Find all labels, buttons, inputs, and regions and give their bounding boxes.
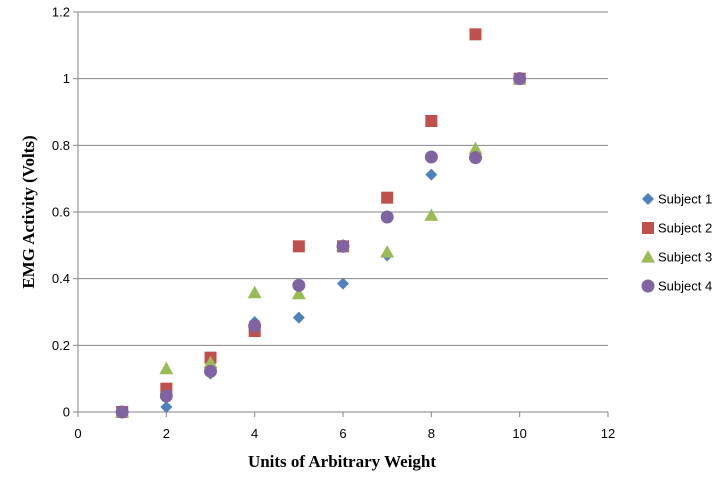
data-point xyxy=(247,285,262,299)
x-tick-label: 8 xyxy=(428,426,435,441)
x-axis-title: Units of Arbitrary Weight xyxy=(248,452,436,471)
x-tick-label: 4 xyxy=(251,426,258,441)
legend-item: Subject 3 xyxy=(641,250,712,265)
legend: Subject 1 Subject 2 Subject 3 Subject 4 xyxy=(641,192,712,294)
data-point xyxy=(381,191,394,204)
x-tick-label: 2 xyxy=(163,426,170,441)
data-point xyxy=(160,401,173,413)
y-tick-label: 1.2 xyxy=(52,5,70,20)
data-point xyxy=(380,210,394,224)
data-point xyxy=(292,278,306,292)
y-tick-label: 1 xyxy=(63,71,70,86)
data-point xyxy=(203,355,218,369)
data-point xyxy=(248,319,262,333)
data-point xyxy=(292,311,305,324)
data-point xyxy=(468,141,483,155)
legend-marker xyxy=(641,250,655,263)
x-tick-label: 0 xyxy=(74,426,81,441)
data-point xyxy=(159,361,174,375)
legend-marker xyxy=(642,193,654,205)
data-point xyxy=(115,405,129,419)
data-point xyxy=(204,364,217,378)
data-point xyxy=(292,240,305,253)
data-points xyxy=(115,28,527,419)
series-2 xyxy=(116,28,526,418)
data-point xyxy=(513,72,527,86)
data-point xyxy=(424,208,439,221)
x-tick-label: 12 xyxy=(601,426,615,441)
x-tick-label: 10 xyxy=(512,426,526,441)
series-1 xyxy=(116,72,526,418)
axes xyxy=(73,11,609,417)
tick-labels: 0 0.2 0.4 0.6 0.8 1 1.2 0 2 4 6 8 10 12 xyxy=(52,5,615,442)
data-point xyxy=(425,168,438,181)
data-point xyxy=(159,389,173,403)
series-3 xyxy=(115,71,527,418)
legend-item: Subject 2 xyxy=(642,221,712,236)
y-axis-title: EMG Activity (Volts) xyxy=(19,135,38,288)
series-4 xyxy=(115,72,527,419)
y-tick-label: 0.6 xyxy=(52,205,70,220)
data-point xyxy=(469,28,482,41)
data-point xyxy=(291,286,306,300)
y-tick-label: 0.2 xyxy=(52,338,70,353)
legend-item: Subject 1 xyxy=(642,192,712,207)
legend-label: Subject 3 xyxy=(658,250,712,265)
y-tick-label: 0.8 xyxy=(52,138,70,153)
legend-marker xyxy=(641,279,655,293)
y-tick-label: 0.4 xyxy=(52,271,70,286)
legend-item: Subject 4 xyxy=(641,279,712,294)
y-tick-label: 0 xyxy=(63,405,70,420)
data-point xyxy=(380,245,395,258)
data-point xyxy=(424,150,438,164)
data-point xyxy=(337,277,349,290)
legend-label: Subject 1 xyxy=(658,192,712,207)
data-point xyxy=(336,239,350,253)
x-tick-label: 6 xyxy=(339,426,346,441)
data-point xyxy=(425,115,438,127)
gridlines xyxy=(78,11,608,346)
legend-label: Subject 4 xyxy=(658,279,712,294)
legend-marker xyxy=(642,222,654,234)
legend-label: Subject 2 xyxy=(658,221,712,236)
data-point xyxy=(469,151,482,165)
